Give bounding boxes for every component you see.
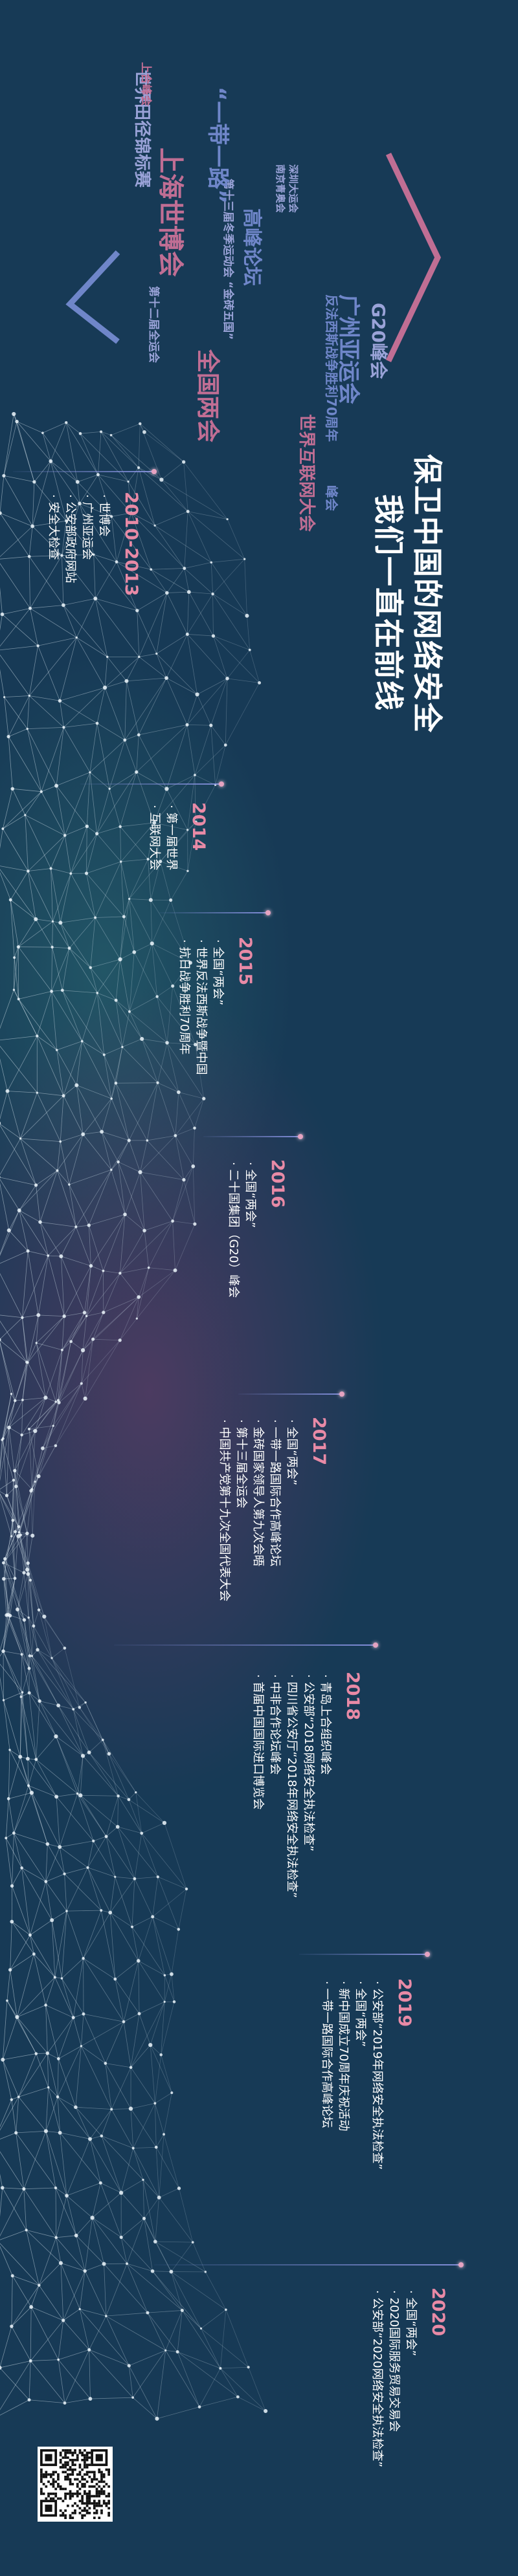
timeline-item: · 全国“两会” [243,1162,257,1228]
main-title: 保卫中国的网络安全 我们一直在前线 [369,454,447,734]
timeline-item: · 公安部“2020网络安全执法检查” [370,2290,384,2467]
timeline-item: · 二十国集团（G20）峰会 [227,1162,240,1298]
header-event-14: 第十二届全运会 [147,286,160,363]
header-event-13: 深圳大运会 [287,164,299,213]
timeline-dot [265,910,271,915]
header-event-3: 世界互联网大会 [297,414,316,532]
timeline-item: · 一带一路国际合作高峰论坛 [320,1981,333,2128]
timeline-entry: 2017 · 全国“两会” · 一带一路国际合作高峰论坛 · 金砖国家领导人第九次会晤… [216,1417,329,1601]
timeline-entry: 2014 · 第一届世界 · 互联网大会 [146,802,208,870]
timeline-entry: 2019 · 公安部“2019年网络安全执法检查” · 全国“两会” · 新中国成立7… [318,1978,414,2170]
timeline-item: · 互联网大会 [148,805,161,871]
timeline-item: · 新中国成立70周年庆祝活动 [337,1981,350,2132]
timeline-item: · 2020国际服务贸易交易会 [387,2290,401,2432]
header-event-2: 反法西斯战争胜利70周年 [324,294,339,442]
timeline-item: · 第十三届全运会 [234,1419,248,1509]
timeline-entry: 2010-2013 · 世博会 · 广州亚运会 · 公安部政府网站 · 安全大检查 [45,492,141,596]
timeline-year: 2016 [267,1159,287,1208]
timeline-item: · 全国“两会” [285,1419,298,1486]
header-event-9: 上海世博会 [155,147,185,277]
timeline-dot [458,2262,464,2267]
header-event-8: “一带一路” [205,87,231,204]
timeline-item: · 中非合作论坛峰会 [268,1674,282,1775]
timeline-item: · 一带一路国际合作高峰论坛 [268,1419,282,1567]
main-title-line1: 保卫中国的网络安全 [410,454,445,734]
header-event-5: 全国两会 [194,349,221,443]
header-event-11: 上合峰会 [139,62,152,106]
timeline-item: · 全国“两会” [354,1981,367,2047]
timeline-line-2019 [299,1954,427,1955]
timeline-line-2018 [114,1644,376,1646]
timeline-year: 2019 [394,1978,414,2027]
header-brackets [65,153,441,362]
timeline-entry: 2016 · 全国“两会” · 二十国集团（G20）峰会 [225,1159,287,1298]
timeline-item: · 世界反法西斯战争暨中国 [194,939,208,1075]
timeline-item: · 四川省公安厅“2018年网络安全执法检查” [285,1674,298,1898]
timeline-item: · 全国“两会” [211,939,225,1006]
timeline-dot [373,1643,378,1648]
timeline-item: · 金砖国家领导人第九次会晤 [251,1419,265,1567]
timeline-line-2015 [159,912,268,913]
timeline-year: 2015 [235,937,255,986]
timeline-year: 2017 [309,1417,329,1466]
qr-code [38,2447,113,2522]
timeline-line-2017 [238,1393,342,1395]
timeline-item: · 公安部“2019年网络安全执法检查” [370,1981,384,2170]
timeline-entry: 2015 · 全国“两会” · 世界反法西斯战争暨中国 · 抗日战争胜利70周年 [175,937,255,1075]
timeline-item: · 安全大检查 [47,494,60,560]
timeline-year: 2018 [343,1672,363,1721]
timeline-item: · 中国共产党第十九次全国代表大会 [218,1419,231,1602]
timeline-dot [152,469,157,474]
timeline-year: 2010-2013 [121,492,141,596]
timeline-year: 2020 [428,2287,448,2337]
timeline-line-2014 [80,783,221,785]
timeline-entry: 2018 · 青岛上合组织峰会 · 公安部“2018网络安全执法检查” · 四川省公安… [249,1672,363,1898]
timeline-item: · 青岛上合组织峰会 [319,1674,332,1775]
timeline-entry: 2020 · 全国“两会” · 2020国际服务贸易交易会 · 公安部“2020网络安… [368,2287,448,2467]
header-event-0: G20峰会 [368,303,389,379]
mesh-nodes [0,411,268,2421]
timeline-line-2016 [203,1136,300,1137]
timeline-item: · 首届中国国际进口博览会 [251,1674,265,1810]
timeline-item: · 广州亚运会 [80,494,94,560]
mesh-lines [0,413,266,2419]
timeline-dot [298,1134,303,1139]
qr-code-image [40,2449,110,2519]
timeline-item: · 公安部“2018网络安全执法检查” [302,1674,315,1851]
timeline-line-2010-2013 [13,471,154,472]
timeline-dot [339,1392,344,1397]
timeline-line-2020 [154,2264,461,2265]
timeline-item: · 第一届世界 [164,805,178,871]
header-event-7: 高峰论坛 [240,208,263,286]
timeline-dot [219,781,224,787]
timeline-year: 2014 [188,802,208,851]
timeline-dot [425,1952,430,1957]
timeline-item: · 世博会 [97,494,111,537]
left-bracket-chevron [65,250,120,344]
timeline-item: · 全国“两会” [404,2290,418,2357]
timeline-item: · 抗日战争胜利70周年 [177,939,191,1055]
header-event-12: 南京青奥会 [275,164,286,213]
header-event-4: 峰会 [324,485,339,511]
timeline-item: · 公安部政府网站 [63,494,77,584]
main-title-line2: 我们一直在前线 [371,494,406,712]
right-bracket [385,153,441,362]
